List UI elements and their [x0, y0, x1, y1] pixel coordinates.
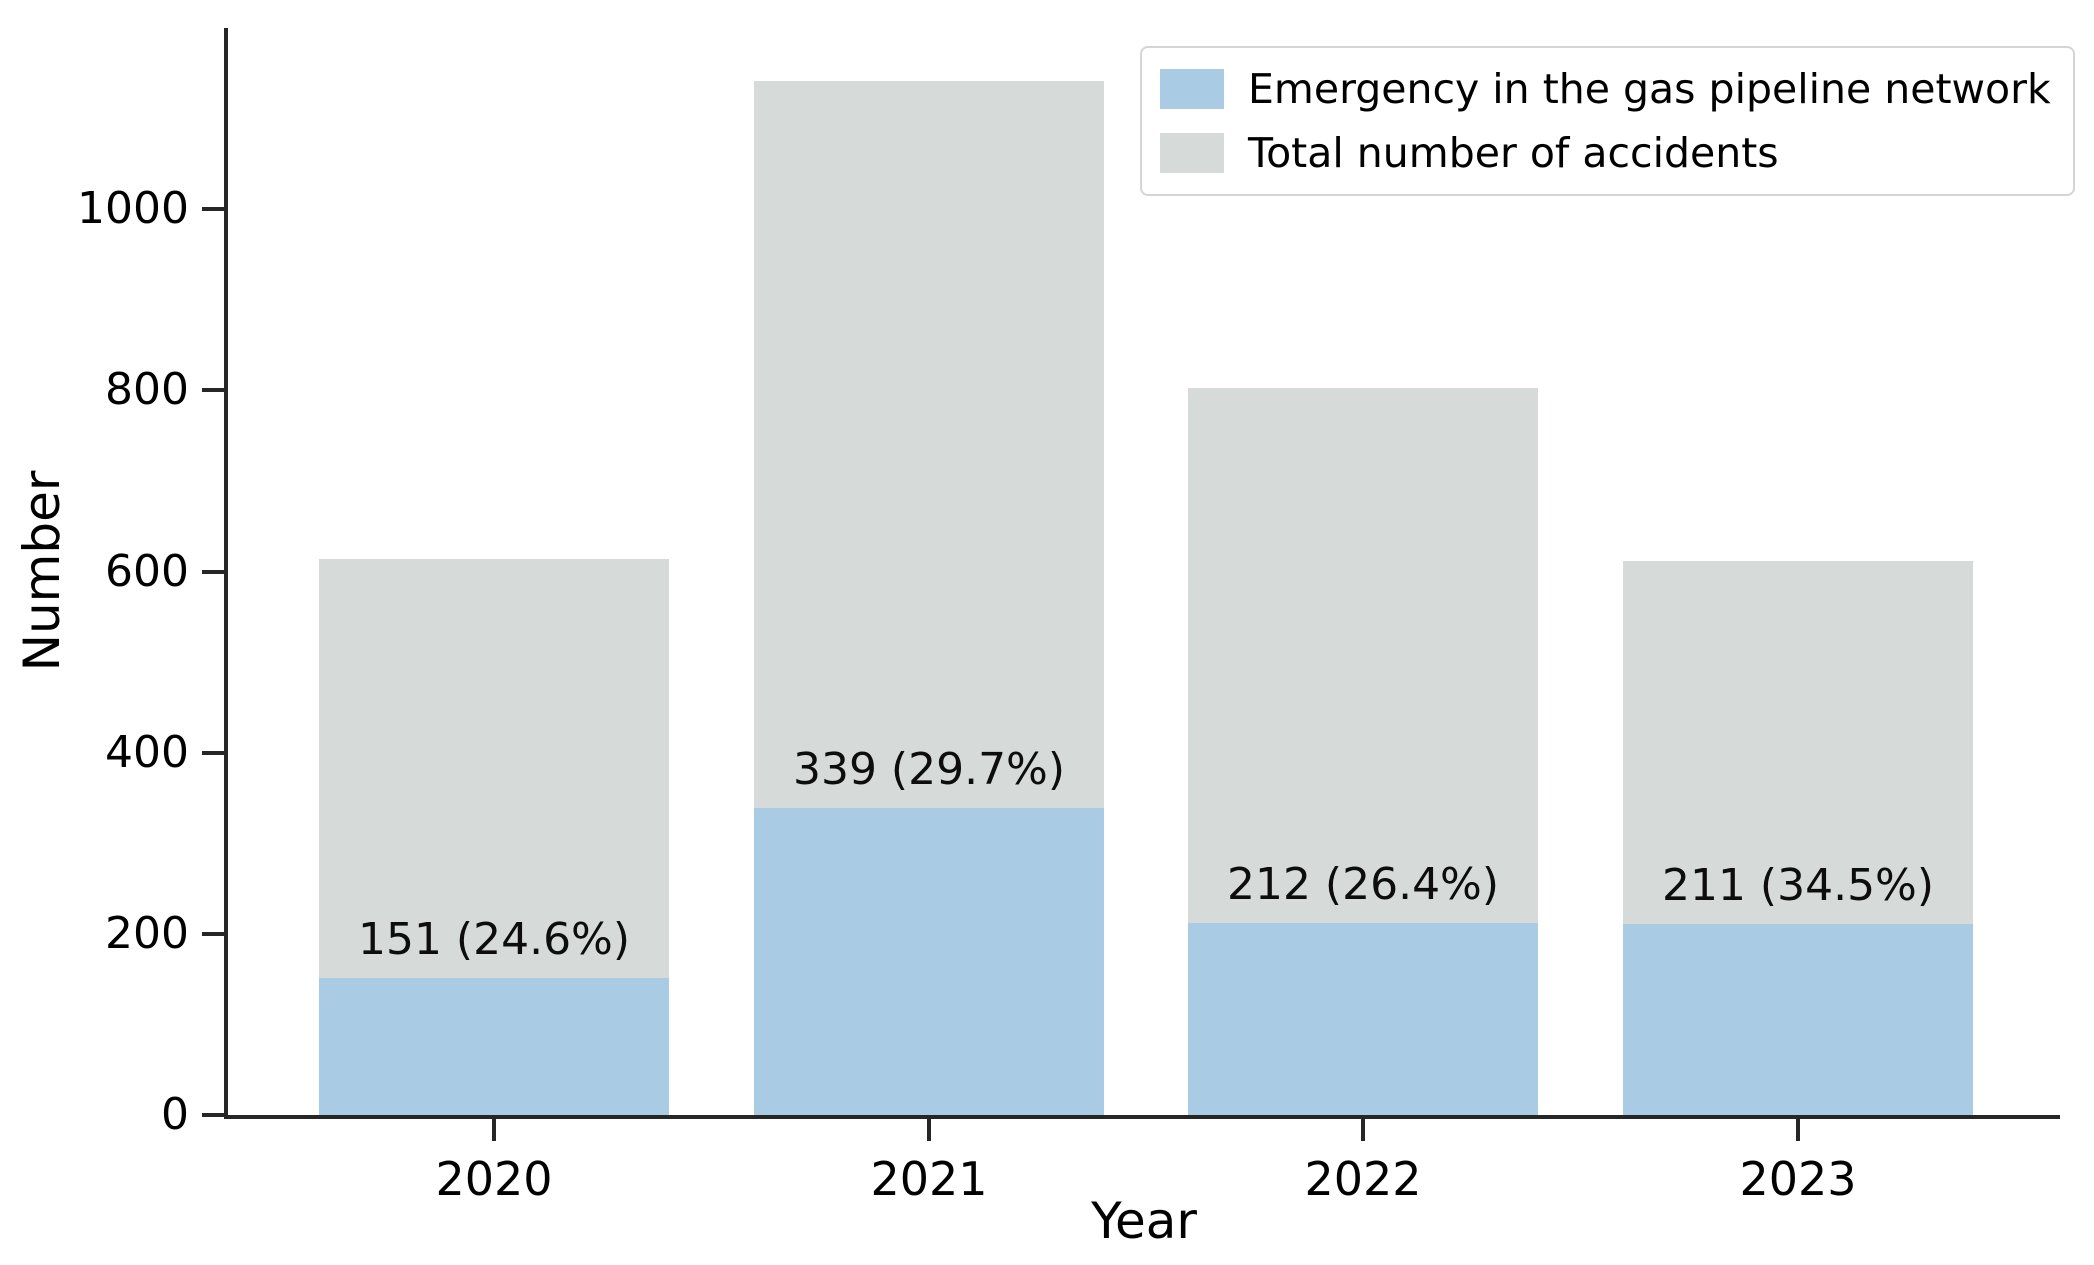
y-tick-400	[202, 750, 224, 755]
legend-item-emergency: Emergency in the gas pipeline network	[1160, 62, 2051, 116]
legend: Emergency in the gas pipeline network To…	[1140, 46, 2075, 196]
bar-value-label-2023: 211 (34.5%)	[1661, 859, 1935, 911]
bar-value-label-2021: 339 (29.7%)	[792, 743, 1066, 795]
bar-value-label-2022: 212 (26.4%)	[1226, 858, 1500, 910]
bar-emergency-2023	[1623, 923, 1973, 1115]
x-tick-2020	[492, 1119, 496, 1141]
y-tick-600	[202, 569, 224, 574]
legend-label-total: Total number of accidents	[1248, 129, 1779, 177]
y-tick-label-400: 400	[105, 726, 189, 778]
legend-swatch-emergency	[1160, 69, 1224, 109]
bar-emergency-2022	[1188, 922, 1538, 1115]
legend-item-total: Total number of accidents	[1160, 126, 2051, 180]
bar-value-label-2020: 151 (24.6%)	[357, 914, 631, 966]
x-axis-spine	[224, 1115, 2060, 1119]
y-tick-label-600: 600	[105, 545, 189, 597]
y-tick-label-0: 0	[161, 1089, 189, 1140]
x-tick-label-2020: 2020	[435, 1152, 553, 1206]
legend-swatch-total	[1160, 133, 1224, 173]
y-tick-1000	[202, 207, 224, 212]
plot-area: 0 200 400 600 800 1000 2020 2021 2022 2023 151 (24…	[77, 28, 2060, 1206]
x-axis-label: Year	[1091, 1192, 1197, 1250]
y-tick-label-200: 200	[105, 907, 189, 959]
x-tick-label-2022: 2022	[1304, 1152, 1422, 1206]
x-tick-2022	[1361, 1119, 1365, 1141]
y-tick-200	[202, 931, 224, 936]
y-axis-spine	[224, 28, 228, 1119]
x-tick-2023	[1796, 1119, 1800, 1141]
y-tick-0	[202, 1113, 224, 1117]
legend-label-emergency: Emergency in the gas pipeline network	[1248, 65, 2051, 113]
y-tick-label-800: 800	[105, 364, 189, 416]
y-tick-800	[202, 388, 224, 393]
x-tick-label-2021: 2021	[870, 1152, 988, 1206]
bar-emergency-2020	[319, 978, 669, 1115]
x-tick-label-2023: 2023	[1739, 1152, 1857, 1206]
bar-emergency-2021	[754, 807, 1104, 1115]
x-tick-2021	[927, 1119, 931, 1141]
y-tick-label-1000: 1000	[77, 183, 189, 235]
